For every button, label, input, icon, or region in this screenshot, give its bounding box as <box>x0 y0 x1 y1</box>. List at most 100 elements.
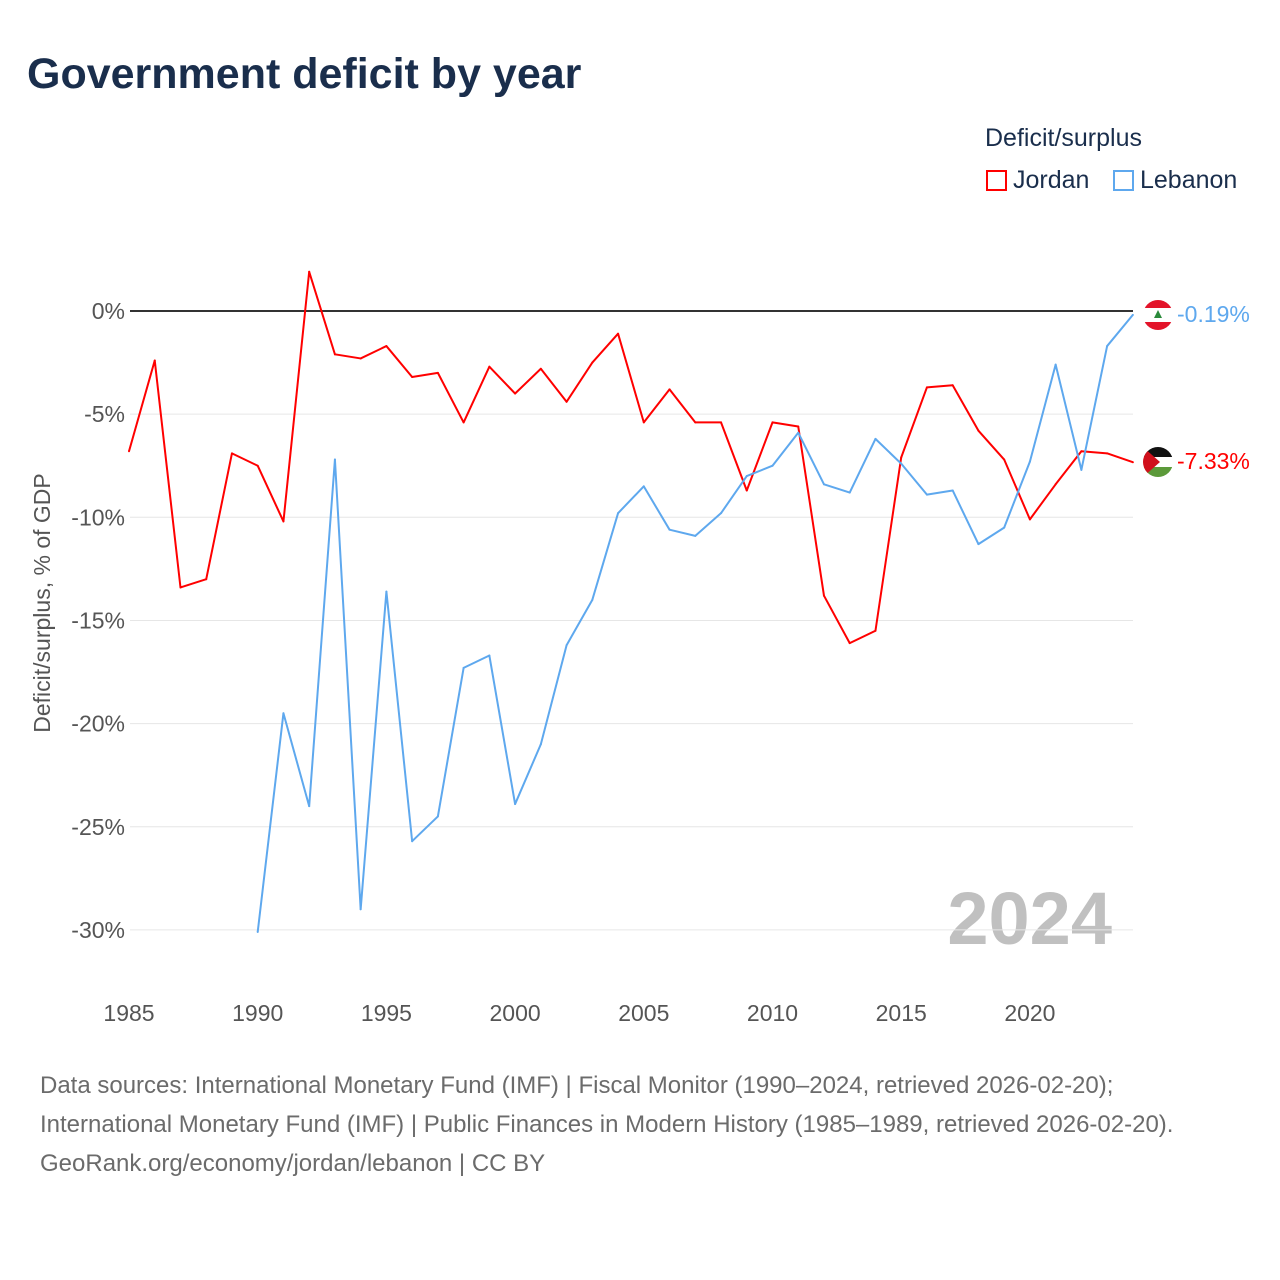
data-point-jordan[interactable] <box>462 421 465 424</box>
credit-link[interactable]: GeoRank.org/economy/jordan/lebanon | CC … <box>40 1150 546 1177</box>
data-point-lebanon[interactable] <box>565 644 568 647</box>
data-point-jordan[interactable] <box>745 489 748 492</box>
data-point-jordan[interactable] <box>617 332 620 335</box>
series-line-jordan[interactable] <box>128 270 1134 645</box>
data-point-lebanon[interactable] <box>282 712 285 715</box>
data-point-lebanon[interactable] <box>436 815 439 818</box>
data-point-lebanon[interactable] <box>359 908 362 911</box>
data-point-jordan[interactable] <box>282 520 285 523</box>
data-point-jordan[interactable] <box>179 586 182 589</box>
data-sources: Data sources: International Monetary Fun… <box>40 1072 1174 1138</box>
data-point-lebanon[interactable] <box>256 930 259 933</box>
data-point-jordan[interactable] <box>436 371 439 374</box>
x-tick-label: 2020 <box>1004 1000 1055 1026</box>
data-point-lebanon[interactable] <box>668 528 671 531</box>
legend-label-lebanon: Lebanon <box>1140 166 1238 194</box>
data-point-lebanon[interactable] <box>308 805 311 808</box>
data-point-lebanon[interactable] <box>591 598 594 601</box>
data-point-lebanon[interactable] <box>694 534 697 537</box>
y-tick-label: -10% <box>71 504 125 530</box>
y-tick-label: -25% <box>71 814 125 840</box>
data-point-lebanon[interactable] <box>1080 468 1083 471</box>
data-point-jordan[interactable] <box>720 421 723 424</box>
y-tick-label: -15% <box>71 607 125 633</box>
data-point-lebanon[interactable] <box>925 493 928 496</box>
data-point-lebanon[interactable] <box>514 803 517 806</box>
x-tick-label: 1990 <box>232 1000 283 1026</box>
data-point-lebanon[interactable] <box>874 437 877 440</box>
data-point-jordan[interactable] <box>308 270 311 273</box>
data-point-jordan[interactable] <box>694 421 697 424</box>
data-point-jordan[interactable] <box>1131 461 1134 464</box>
data-point-lebanon[interactable] <box>745 475 748 478</box>
data-point-lebanon[interactable] <box>951 489 954 492</box>
y-tick-label: -30% <box>71 917 125 943</box>
data-point-lebanon[interactable] <box>1028 460 1031 463</box>
data-point-jordan[interactable] <box>230 452 233 455</box>
x-tick-label: 2015 <box>876 1000 927 1026</box>
data-point-jordan[interactable] <box>128 450 130 453</box>
data-point-jordan[interactable] <box>1080 450 1083 453</box>
data-point-jordan[interactable] <box>591 361 594 364</box>
data-point-lebanon[interactable] <box>848 491 851 494</box>
legend-label-jordan: Jordan <box>1013 166 1090 194</box>
data-point-jordan[interactable] <box>514 392 517 395</box>
data-point-lebanon[interactable] <box>822 483 825 486</box>
series-line-lebanon[interactable] <box>256 314 1134 933</box>
data-point-lebanon[interactable] <box>1131 313 1134 316</box>
data-point-jordan[interactable] <box>488 365 491 368</box>
data-point-jordan[interactable] <box>1106 452 1109 455</box>
y-axis-label: Deficit/surplus, % of GDP <box>29 473 55 732</box>
data-point-jordan[interactable] <box>333 353 336 356</box>
data-point-jordan[interactable] <box>1028 518 1031 521</box>
data-point-lebanon[interactable] <box>333 458 336 461</box>
data-point-jordan[interactable] <box>848 642 851 645</box>
legend-item-jordan[interactable]: Jordan <box>986 166 1089 195</box>
data-point-jordan[interactable] <box>1054 483 1057 486</box>
data-point-jordan[interactable] <box>539 367 542 370</box>
data-point-jordan[interactable] <box>797 425 800 428</box>
data-point-jordan[interactable] <box>977 429 980 432</box>
data-point-jordan[interactable] <box>256 464 259 467</box>
data-point-lebanon[interactable] <box>617 512 620 515</box>
data-point-jordan[interactable] <box>900 456 903 459</box>
data-point-lebanon[interactable] <box>1054 363 1057 366</box>
data-point-jordan[interactable] <box>874 629 877 632</box>
data-point-lebanon[interactable] <box>385 590 388 593</box>
data-point-lebanon[interactable] <box>462 666 465 669</box>
end-label-jordan: -7.33% <box>1177 448 1250 474</box>
data-point-lebanon[interactable] <box>1003 526 1006 529</box>
data-point-lebanon[interactable] <box>720 512 723 515</box>
data-point-lebanon[interactable] <box>1106 345 1109 348</box>
data-point-jordan[interactable] <box>822 594 825 597</box>
legend-title: Deficit/surplus <box>985 124 1142 152</box>
data-point-lebanon[interactable] <box>977 543 980 546</box>
data-point-lebanon[interactable] <box>642 485 645 488</box>
data-point-lebanon[interactable] <box>797 431 800 434</box>
data-point-jordan[interactable] <box>359 357 362 360</box>
jordan-flag-icon <box>1143 447 1173 477</box>
x-tick-label: 1985 <box>103 1000 154 1026</box>
x-tick-label: 2010 <box>747 1000 798 1026</box>
data-point-jordan[interactable] <box>385 345 388 348</box>
data-point-jordan[interactable] <box>1003 458 1006 461</box>
plot-area: 2024 0% -5% -10% -15% -20% -25% -30% 1985 1990 19… <box>29 270 1250 1026</box>
legend-item-lebanon[interactable]: Lebanon <box>1113 166 1237 195</box>
data-point-lebanon[interactable] <box>900 462 903 465</box>
footer: Data sources: International Monetary Fun… <box>40 1066 1240 1183</box>
data-point-jordan[interactable] <box>925 386 928 389</box>
data-point-lebanon[interactable] <box>771 464 774 467</box>
legend-swatch-lebanon <box>1113 170 1134 191</box>
data-point-lebanon[interactable] <box>539 743 542 746</box>
data-point-lebanon[interactable] <box>488 654 491 657</box>
data-point-lebanon[interactable] <box>411 840 414 843</box>
data-point-jordan[interactable] <box>153 359 156 362</box>
data-point-jordan[interactable] <box>642 421 645 424</box>
data-point-jordan[interactable] <box>411 376 414 379</box>
data-point-jordan[interactable] <box>668 388 671 391</box>
y-tick-label: 0% <box>92 298 125 324</box>
data-point-jordan[interactable] <box>951 384 954 387</box>
data-point-jordan[interactable] <box>205 578 208 581</box>
data-point-jordan[interactable] <box>565 400 568 403</box>
data-point-jordan[interactable] <box>771 421 774 424</box>
